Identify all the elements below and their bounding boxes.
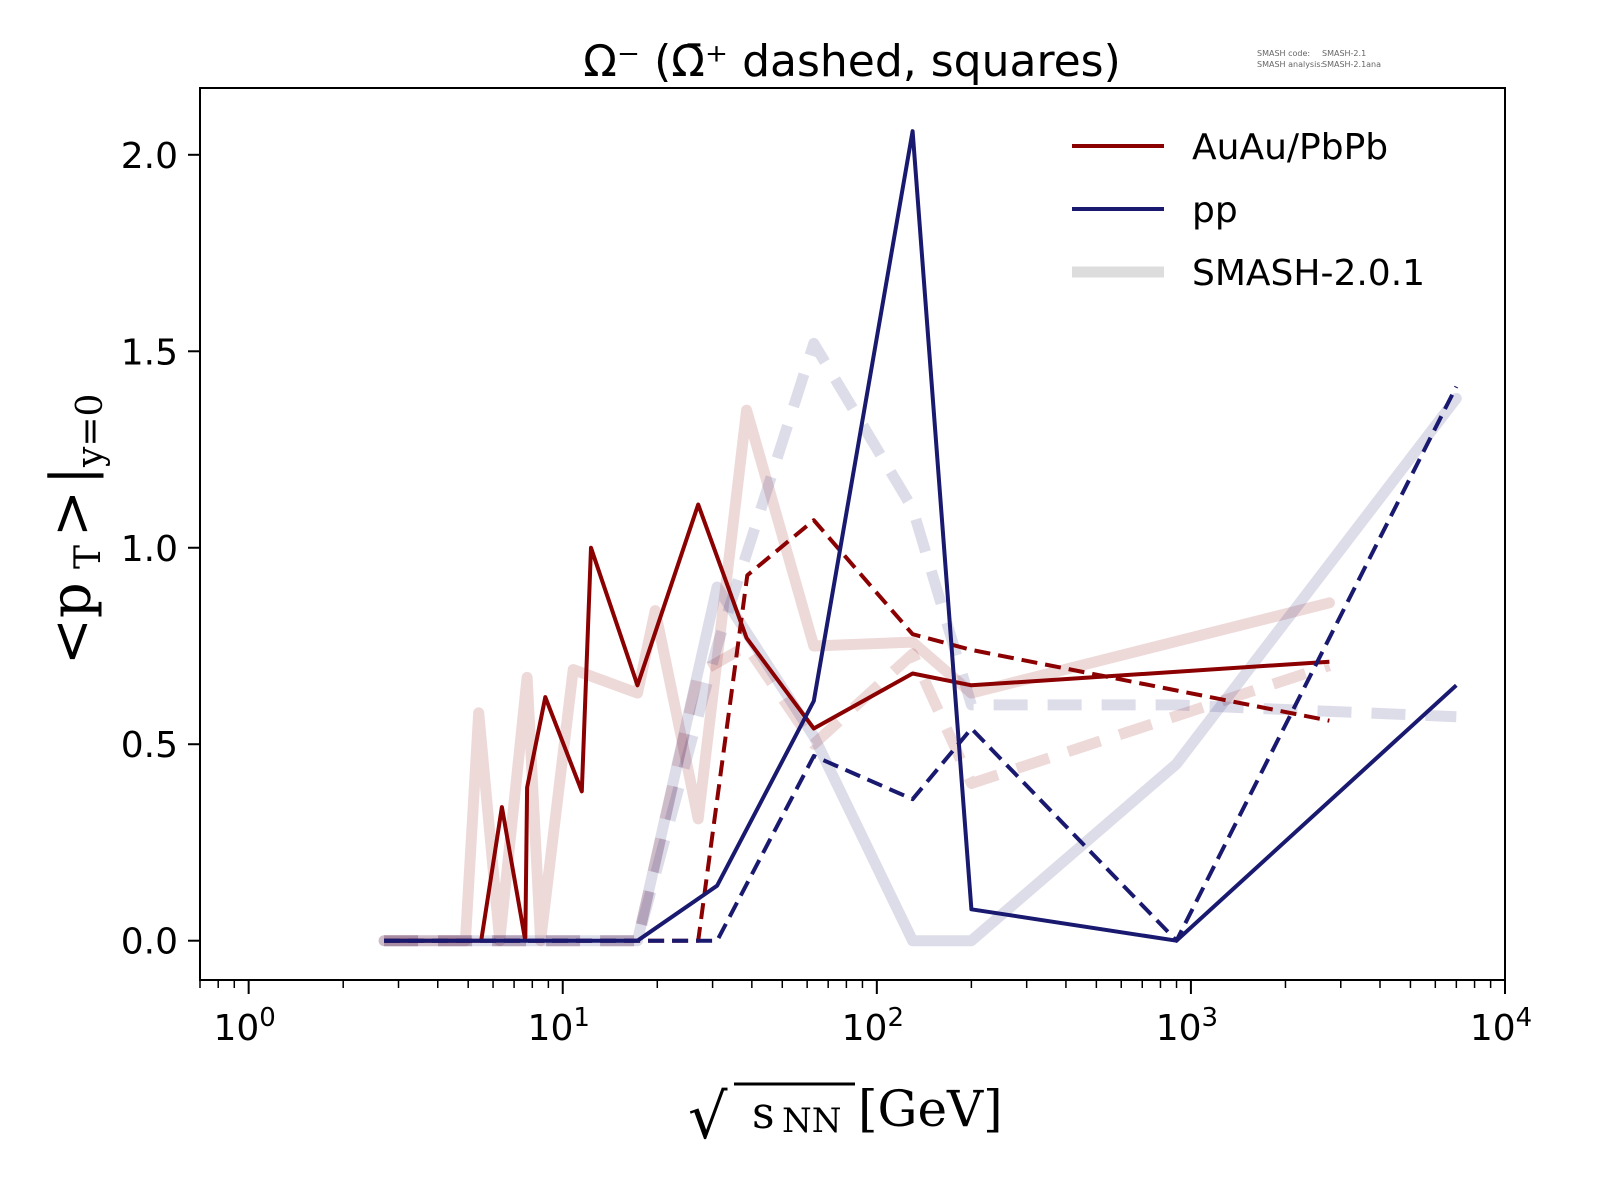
y-tick-label: 1.0 <box>121 529 178 570</box>
legend: AuAu/PbPb pp SMASH-2.0.1 <box>1072 127 1425 294</box>
series-line-6 <box>384 129 1458 943</box>
x-tick-label: 103 <box>1156 1003 1218 1049</box>
x-label-sub: NN <box>782 1101 842 1141</box>
x-tick-label: 102 <box>842 1003 904 1049</box>
series-layer <box>378 129 1462 947</box>
x-tick-label: 104 <box>1470 1003 1532 1049</box>
series-line-0 <box>378 404 1335 947</box>
x-tick-label: 100 <box>213 1003 275 1049</box>
smash-version-annotation: SMASH code: SMASH-2.1 SMASH analysis: SM… <box>1257 49 1381 69</box>
y-label-sub-t: T <box>68 545 109 569</box>
x-axis: 100 101 102 103 104 <box>199 980 1532 1049</box>
y-tick-label: 0.5 <box>121 725 178 766</box>
y-label-close: > <box>39 490 104 537</box>
series-line-1 <box>384 640 1332 947</box>
y-label-bar: | <box>39 466 104 485</box>
plot-frame <box>199 87 1506 981</box>
x-axis-label: √ s NN [GeV] <box>688 1080 1003 1153</box>
annotation-analysis-label: SMASH analysis: <box>1257 60 1323 69</box>
legend-label: pp <box>1192 190 1238 231</box>
y-axis-label: <p T > | y=0 <box>39 394 111 665</box>
y-tick-label: 2.0 <box>121 136 178 177</box>
series-line-4 <box>384 502 1330 943</box>
y-label-sub-y: y=0 <box>70 394 111 468</box>
x-label-unit: [GeV] <box>858 1080 1003 1138</box>
y-tick-label: 0.0 <box>121 922 178 963</box>
series-line-7 <box>384 385 1459 943</box>
legend-label: SMASH-2.0.1 <box>1192 253 1425 294</box>
x-label-var: s <box>752 1088 775 1139</box>
y-axis: 0.0 0.5 1.0 1.5 2.0 <box>121 136 200 963</box>
y-label-main: <p <box>39 582 104 665</box>
annotation-code-label: SMASH code: <box>1257 49 1310 58</box>
x-label-sqrt: √ <box>688 1080 728 1153</box>
y-tick-label: 1.5 <box>121 332 178 373</box>
x-tick-label: 101 <box>528 1003 590 1049</box>
legend-label: AuAu/PbPb <box>1192 127 1388 168</box>
chart-title: Ω⁻ (Ω̄⁺ dashed, squares) <box>583 36 1121 87</box>
annotation-code-value: SMASH-2.1 <box>1322 49 1366 58</box>
series-line-2 <box>378 392 1462 947</box>
annotation-analysis-value: SMASH-2.1ana <box>1322 60 1381 69</box>
